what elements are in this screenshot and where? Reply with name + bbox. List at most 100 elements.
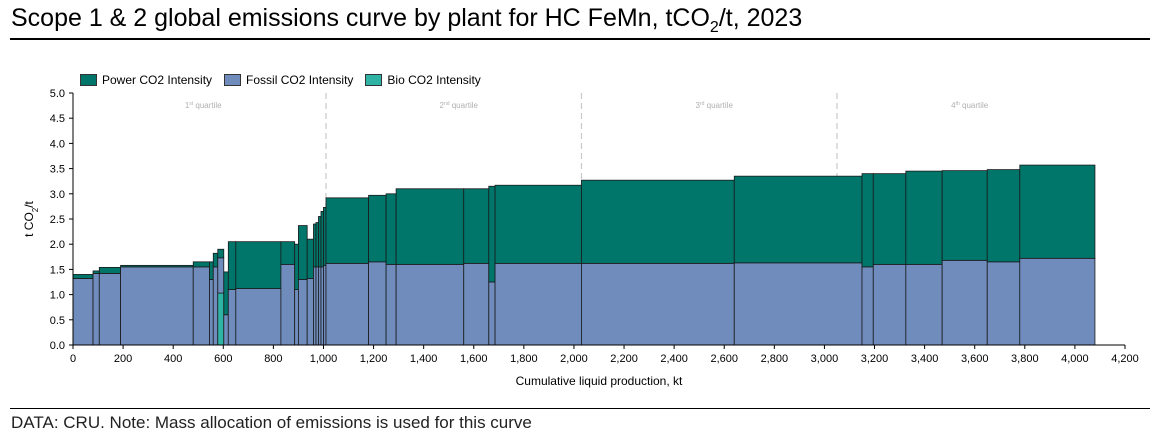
plant-22-fossil-segment xyxy=(368,261,387,346)
plant-12-power-segment xyxy=(280,241,296,265)
y-tick-label: 2.5 xyxy=(50,214,65,226)
plant-4-fossil-segment xyxy=(120,266,194,346)
chart-legend: Power CO2 Intensity Fossil CO2 Intensity… xyxy=(80,73,493,87)
plant-33-fossil-segment xyxy=(941,259,988,346)
y-tick-label: 1.0 xyxy=(50,290,65,302)
plant-29-power-segment xyxy=(733,175,863,264)
x-tick-label: 2,400 xyxy=(660,353,688,365)
x-tick-label: 400 xyxy=(164,353,182,365)
page-title: Scope 1 & 2 global emissions curve by pl… xyxy=(11,4,803,36)
x-tick-label: 0 xyxy=(70,353,76,365)
plant-32-fossil-segment xyxy=(905,263,943,346)
plant-2-fossil-segment xyxy=(92,273,100,346)
legend-label-fossil: Fossil CO2 Intensity xyxy=(246,73,354,87)
plant-15-power-segment xyxy=(306,238,314,279)
x-axis-label: Cumulative liquid production, kt xyxy=(516,374,683,388)
x-tick-label: 3,400 xyxy=(911,353,939,365)
plant-3-fossil-segment xyxy=(98,273,121,346)
plant-15-fossil-segment xyxy=(306,278,314,346)
plant-13-fossil-segment xyxy=(294,289,299,346)
plant-1-fossil-segment xyxy=(72,278,94,346)
legend-label-bio: Bio CO2 Intensity xyxy=(387,73,481,87)
plant-2-power-segment xyxy=(92,270,100,274)
footer-divider xyxy=(10,408,1150,409)
x-tick-label: 3,600 xyxy=(961,353,989,365)
y-tick-label: 2.0 xyxy=(50,239,65,251)
plant-9-fossil-segment xyxy=(223,314,229,346)
plant-14-fossil-segment xyxy=(298,279,308,346)
x-tick-label: 3,000 xyxy=(811,353,839,365)
plant-8-fossil-segment xyxy=(217,257,225,294)
y-tick-label: 4.5 xyxy=(50,113,65,125)
plant-4-power-segment xyxy=(120,264,194,268)
plant-11-power-segment xyxy=(235,241,282,289)
plant-25-fossil-segment xyxy=(463,262,490,346)
plant-8-power-segment xyxy=(217,248,225,259)
plant-7-fossil-segment xyxy=(212,266,219,346)
x-tick-label: 2,600 xyxy=(710,353,738,365)
y-tick-label: 5.0 xyxy=(50,88,65,100)
plant-28-power-segment xyxy=(581,179,735,264)
legend-swatch-power xyxy=(80,74,97,86)
x-tick-label: 4,000 xyxy=(1061,353,1089,365)
plant-8-bio-segment xyxy=(217,292,225,346)
legend-item-bio: Bio CO2 Intensity xyxy=(365,73,481,87)
plant-5-fossil-segment xyxy=(192,266,210,346)
legend-label-power: Power CO2 Intensity xyxy=(102,73,213,87)
quartile-label-1: 1st quartile xyxy=(185,101,222,110)
plant-5-power-segment xyxy=(192,261,210,268)
plant-10-power-segment xyxy=(227,241,237,290)
x-tick-label: 1,600 xyxy=(460,353,488,365)
plant-24-fossil-segment xyxy=(395,263,465,346)
y-tick-label: 0.0 xyxy=(50,340,65,352)
x-tick-label: 600 xyxy=(214,353,232,365)
plant-21-power-segment xyxy=(325,197,369,264)
x-tick-label: 1,000 xyxy=(310,353,338,365)
plant-26-power-segment xyxy=(488,185,496,283)
y-tick-label: 4.0 xyxy=(50,138,65,150)
plant-25-power-segment xyxy=(463,188,490,264)
plant-6-fossil-segment xyxy=(209,279,214,346)
plant-32-power-segment xyxy=(905,170,943,265)
plant-35-fossil-segment xyxy=(1019,257,1096,346)
plant-3-power-segment xyxy=(98,266,121,274)
plant-14-power-segment xyxy=(298,225,308,280)
plant-30-fossil-segment xyxy=(861,266,874,346)
y-tick-label: 1.5 xyxy=(50,264,65,276)
plant-34-fossil-segment xyxy=(986,261,1021,346)
plant-12-fossil-segment xyxy=(280,263,296,346)
plant-29-fossil-segment xyxy=(733,262,863,346)
footnote: DATA: CRU. Note: Mass allocation of emis… xyxy=(11,413,532,432)
x-tick-label: 2,000 xyxy=(560,353,588,365)
x-tick-label: 1,800 xyxy=(510,353,538,365)
legend-swatch-bio xyxy=(365,74,383,86)
quartile-label-3: 3rd quartile xyxy=(696,101,734,110)
plant-21-fossil-segment xyxy=(325,262,369,346)
plant-31-power-segment xyxy=(872,173,907,265)
plant-30-power-segment xyxy=(861,173,874,268)
plant-28-fossil-segment xyxy=(581,262,735,346)
plant-9-power-segment xyxy=(223,271,229,316)
plant-1-power-segment xyxy=(72,274,94,279)
plant-31-fossil-segment xyxy=(872,263,907,346)
plant-27-power-segment xyxy=(494,184,582,264)
y-tick-label: 3.5 xyxy=(50,164,65,176)
x-tick-label: 2,200 xyxy=(610,353,638,365)
plant-13-power-segment xyxy=(294,243,299,290)
plant-11-fossil-segment xyxy=(235,288,282,346)
x-tick-label: 3,200 xyxy=(861,353,889,365)
plant-6-power-segment xyxy=(209,261,214,280)
y-axis-label: t CO2/t xyxy=(22,200,40,236)
x-tick-label: 200 xyxy=(114,353,132,365)
plant-27-fossil-segment xyxy=(494,262,582,346)
plant-10-fossil-segment xyxy=(227,289,237,346)
quartile-label-4: 4th quartile xyxy=(951,101,989,110)
plant-34-power-segment xyxy=(986,169,1021,263)
x-tick-label: 1,400 xyxy=(410,353,438,365)
legend-item-fossil: Fossil CO2 Intensity xyxy=(224,73,353,87)
plant-22-power-segment xyxy=(368,194,387,263)
y-tick-label: 0.5 xyxy=(50,315,65,327)
x-tick-label: 3,800 xyxy=(1011,353,1039,365)
plant-23-power-segment xyxy=(385,193,397,265)
